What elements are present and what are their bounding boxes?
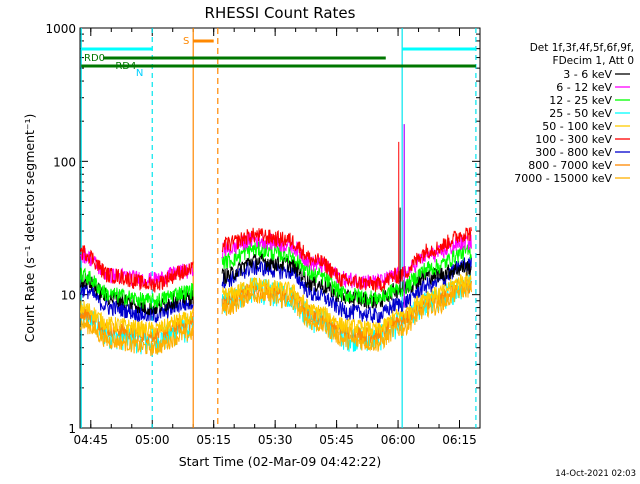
- legend-entry-label: 6 - 12 keV: [556, 81, 612, 94]
- chart-title: RHESSI Count Rates: [205, 4, 356, 22]
- x-tick-label: 05:00: [135, 433, 170, 447]
- y-axis-label: Count Rate (s⁻¹ detector segment⁻¹): [22, 114, 37, 343]
- y-tick-label: 1: [68, 422, 76, 436]
- x-tick-label: 06:00: [381, 433, 416, 447]
- x-tick-label: 04:45: [73, 433, 108, 447]
- night-flag-label: N: [136, 68, 143, 79]
- x-tick-label: 06:15: [442, 433, 477, 447]
- legend-entry-label: 3 - 6 keV: [563, 68, 612, 81]
- y-tick-label: 1000: [45, 22, 76, 36]
- plot-frame: [79, 27, 481, 429]
- series-line: [80, 241, 472, 309]
- y-tick-label: 100: [53, 155, 76, 169]
- legend-entry-label: 7000 - 15000 keV: [514, 172, 612, 185]
- rd0-flag-label: RD0: [84, 53, 105, 64]
- x-tick-label: 05:45: [319, 433, 354, 447]
- series-line: [80, 272, 472, 338]
- legend-header-2: FDecim 1, Att 0: [552, 55, 634, 67]
- plot-timestamp: 14-Oct-2021 02:03: [555, 469, 636, 479]
- legend-entry-label: 12 - 25 keV: [549, 94, 612, 107]
- legend-entry-label: 300 - 800 keV: [535, 146, 612, 159]
- legend-entry-label: 25 - 50 keV: [549, 107, 612, 120]
- y-tick-label: 10: [61, 289, 76, 303]
- saa-flag-label: S: [183, 36, 189, 47]
- legend-entry-label: 50 - 100 keV: [542, 120, 612, 133]
- x-tick-label: 05:15: [196, 433, 231, 447]
- legend-header-1: Det 1f,3f,4f,5f,6f,9f,: [529, 42, 634, 54]
- series-line: [80, 282, 472, 357]
- x-tick-label: 05:30: [258, 433, 293, 447]
- series-line: [80, 227, 472, 293]
- legend-entry-label: 800 - 7000 keV: [528, 159, 612, 172]
- legend-entry-label: 100 - 300 keV: [535, 133, 612, 146]
- rd4-flag-label: RD4: [115, 61, 136, 72]
- x-axis-label: Start Time (02-Mar-09 04:42:22): [179, 454, 382, 469]
